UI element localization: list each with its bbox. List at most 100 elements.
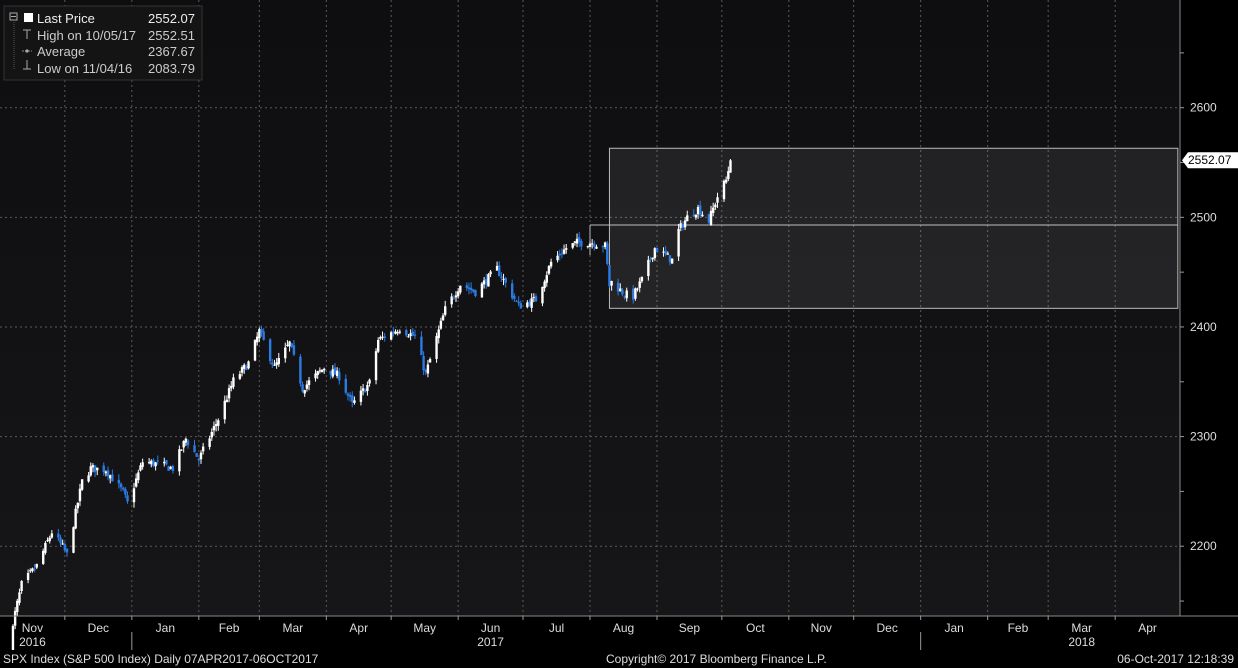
candle-body [517,301,520,304]
candle-body [288,341,291,347]
candle-body [595,246,598,249]
candle-body [593,243,596,248]
candle-body [232,377,235,387]
candle-body [530,298,533,308]
footer-timestamp: 06-Oct-2017 12:18:39 [1117,652,1234,666]
candle [651,257,654,263]
candle-body [335,370,339,376]
candle-body [621,289,624,295]
candle [61,539,64,545]
candle [346,392,350,401]
candle-body [13,610,17,626]
candle [171,464,175,474]
candle-body [653,248,657,259]
candle [292,340,296,357]
candlestick-series [11,159,732,668]
candle [163,457,166,467]
candle-body [500,276,503,279]
candle-body [686,215,689,222]
candle-body [392,331,395,334]
candle-body [193,445,196,453]
candle-body [474,290,477,297]
candle-body [169,466,172,469]
candle [547,265,551,276]
candle [679,220,682,232]
candle [20,580,23,594]
candle [333,363,337,375]
candle-body [117,479,121,484]
candle [273,359,276,366]
candle-body [556,255,559,261]
candle-body [528,301,531,306]
candle [681,221,685,231]
candle [208,435,211,450]
candle-body [238,374,242,379]
candle-body [526,302,529,308]
candle-body [502,278,505,280]
candle [595,244,598,249]
candle-body [616,282,620,292]
candle [699,200,702,218]
legend-last-price-label: Last Price [37,11,95,26]
candle [662,247,665,257]
collapse-icon[interactable] [9,12,18,21]
candle-body [63,544,67,551]
candle [126,491,129,504]
candle [534,293,538,302]
candle-body [31,568,34,572]
last-price-swatch [24,13,33,22]
candle-body [580,241,583,247]
candle [366,381,369,396]
candle-body [156,460,159,462]
candle-body [50,533,54,538]
candle [472,289,475,294]
candle-body [29,570,32,572]
candle [500,272,503,282]
candle [696,204,700,219]
candle-body [577,237,581,243]
candle [260,325,263,337]
candle [44,540,47,555]
candle-body [640,276,644,282]
candle [230,381,233,392]
candle [616,278,620,296]
candle [195,452,198,457]
candle-body [217,420,220,426]
candle [361,383,365,396]
candle-body [699,205,702,216]
candle [517,296,520,307]
candle-body [647,259,650,277]
candle [692,209,695,218]
candle-body [694,214,698,218]
candle-body [292,345,296,355]
candle [247,360,250,370]
x-tick-label: Jul [549,621,564,635]
candle [394,329,397,335]
candle-body [212,426,216,431]
candle [91,463,95,473]
candle [35,563,38,570]
candle [640,276,644,284]
candle-body [608,265,611,287]
candle [694,214,698,220]
candle [348,392,352,402]
x-tick-label: Jan [156,621,175,635]
candle [253,339,257,362]
candle-body [487,274,490,287]
candle [134,473,138,488]
candle-body [562,249,566,254]
candle-body [303,390,306,394]
candle-body [255,336,259,343]
candle-body [87,475,90,482]
candle-body [331,369,335,377]
candle-body [91,465,95,468]
candle [603,241,607,250]
candle-body [638,281,641,288]
x-tick-label: Jun [481,621,500,635]
candle-body [243,364,246,369]
candle-body [519,303,523,309]
candle-body [361,388,365,391]
x-tick-label: Nov [811,621,832,635]
candle-body [664,250,667,255]
candle [109,474,112,484]
